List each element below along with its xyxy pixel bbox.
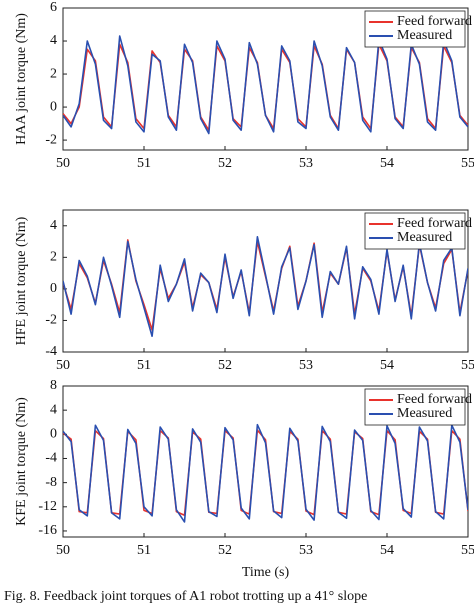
caption: Fig. 8. Feedback joint torques of A1 rob… <box>4 589 367 604</box>
legend-box <box>364 388 466 426</box>
y-tick-label: 0 <box>50 281 57 296</box>
x-tick-label: 53 <box>299 156 313 171</box>
y-axis-label: HAA joint torque (Nm) <box>14 13 29 145</box>
y-tick-label: -4 <box>45 451 57 466</box>
x-tick-label: 55 <box>461 156 474 171</box>
legend-label: Measured <box>397 28 452 43</box>
x-tick-label: 55 <box>461 543 474 558</box>
y-tick-label: -16 <box>38 523 57 538</box>
x-tick-label: 52 <box>218 358 232 373</box>
y-tick-label: 2 <box>50 66 57 81</box>
x-tick-label: 54 <box>380 358 394 373</box>
x-tick-label: 52 <box>218 543 232 558</box>
legend-label: Measured <box>397 406 452 421</box>
y-tick-label: 0 <box>50 427 57 442</box>
legend-label: Feed forward <box>397 14 472 29</box>
x-axis-label: Time (s) <box>242 565 290 580</box>
y-tick-label: 4 <box>50 218 57 233</box>
y-axis-label: KFE joint torque (Nm) <box>14 397 29 526</box>
legend-label: Measured <box>397 230 452 245</box>
legend-label: Feed forward <box>397 392 472 407</box>
series-line <box>63 35 468 135</box>
y-tick-label: -2 <box>45 132 57 147</box>
plot-lines <box>63 423 468 523</box>
y-tick-label: 0 <box>50 99 57 114</box>
y-tick-label: 6 <box>50 0 57 15</box>
x-tick-label: 50 <box>56 156 70 171</box>
plot-frame <box>62 7 469 151</box>
y-tick-label: -2 <box>45 313 57 328</box>
x-tick-label: 53 <box>299 543 313 558</box>
legend-label: Feed forward <box>397 216 472 231</box>
plot-frame <box>62 385 469 538</box>
x-tick-label: 55 <box>461 358 474 373</box>
legend-box <box>364 10 466 48</box>
x-tick-label: 50 <box>56 543 70 558</box>
y-tick-label: -4 <box>45 344 57 359</box>
plot-lines <box>63 236 468 338</box>
y-axis-label: HFE joint torque (Nm) <box>14 216 29 345</box>
x-tick-label: 51 <box>137 358 151 373</box>
y-tick-label: 4 <box>50 33 57 48</box>
x-tick-label: 51 <box>137 156 151 171</box>
series-line <box>63 423 468 523</box>
y-tick-label: -8 <box>45 475 57 490</box>
x-tick-label: 52 <box>218 156 232 171</box>
y-tick-label: 4 <box>50 402 57 417</box>
series-line <box>63 236 468 338</box>
x-tick-label: 50 <box>56 358 70 373</box>
plot-lines <box>63 35 468 135</box>
y-tick-label: 8 <box>50 378 57 393</box>
y-tick-label: 2 <box>50 250 57 265</box>
legend-box <box>364 212 466 250</box>
x-tick-label: 51 <box>137 543 151 558</box>
x-tick-label: 53 <box>299 358 313 373</box>
x-tick-label: 54 <box>380 543 394 558</box>
y-tick-label: -12 <box>38 499 57 514</box>
x-tick-label: 54 <box>380 156 394 171</box>
